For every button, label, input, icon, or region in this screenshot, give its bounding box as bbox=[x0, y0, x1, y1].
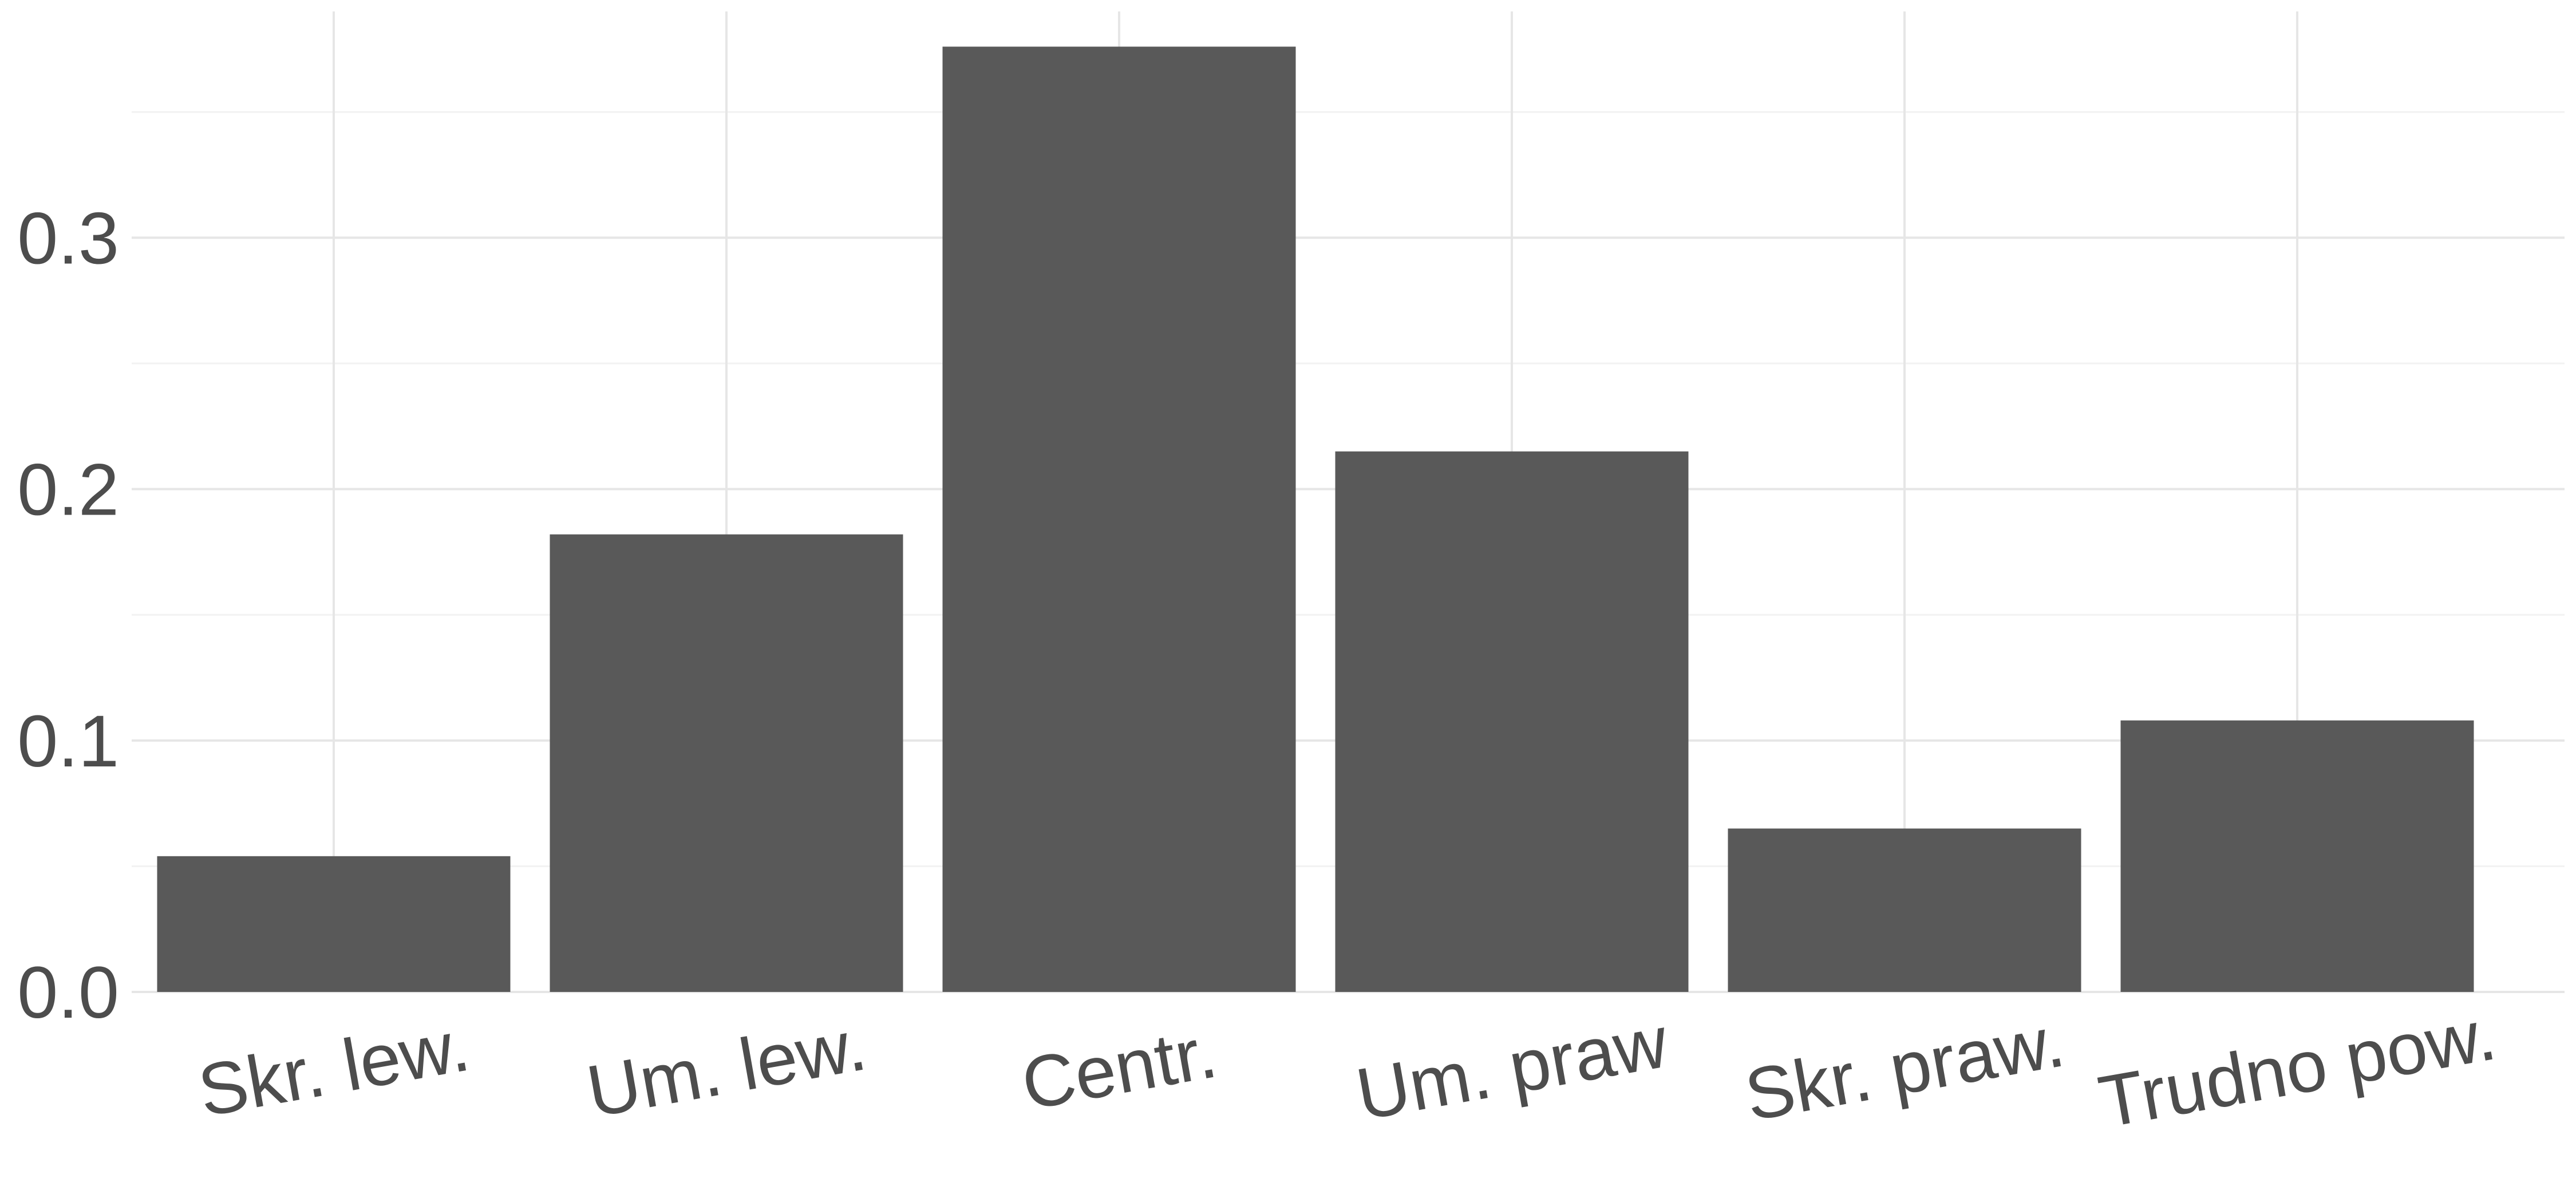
x-tick-label-5: Trudno pow. bbox=[2093, 993, 2502, 1143]
x-tick-label-3: Um. praw bbox=[1350, 1001, 1674, 1136]
y-tick-label-1: 0.1 bbox=[17, 701, 119, 782]
y-tick-label-3: 0.3 bbox=[17, 197, 119, 279]
bar-1 bbox=[550, 534, 903, 992]
y-tick-label-2: 0.2 bbox=[17, 449, 119, 531]
y-tick-label-0: 0.0 bbox=[17, 952, 119, 1034]
x-tick-label-1: Um. lew. bbox=[581, 1003, 872, 1133]
x-tick-label-4: Skr. praw. bbox=[1739, 1000, 2070, 1136]
y-axis-tick-labels: 0.0 0.1 0.2 0.3 bbox=[17, 197, 119, 1034]
x-axis-tick-labels: Skr. lew. Um. lew. Centr. Um. praw Skr. praw… bbox=[192, 993, 2502, 1143]
bar-3 bbox=[1335, 451, 1689, 992]
bar-0 bbox=[157, 856, 511, 992]
bar-5 bbox=[2120, 720, 2474, 992]
x-tick-label-0: Skr. lew. bbox=[192, 1005, 475, 1133]
x-tick-label-2: Centr. bbox=[1016, 1011, 1223, 1125]
bar-4 bbox=[1728, 828, 2081, 992]
bar-2 bbox=[942, 46, 1296, 992]
bars bbox=[157, 46, 2474, 992]
